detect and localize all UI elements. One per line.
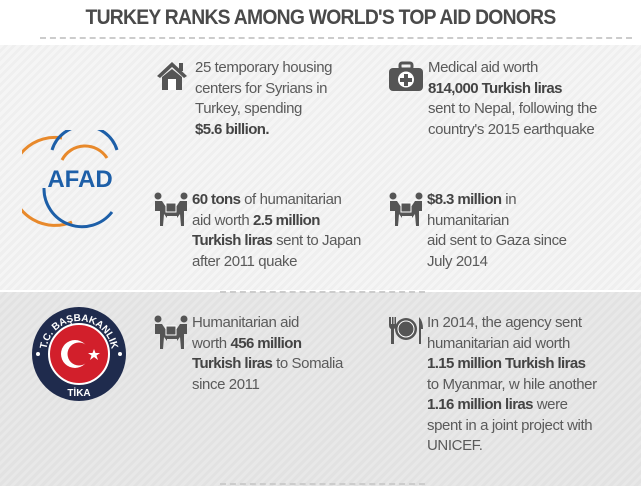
highlight-figure: Turkish liras [192, 232, 273, 249]
text-segment: in [501, 191, 517, 208]
text-segment: spent in a joint project with [427, 416, 593, 434]
text-segment: to Somalia [272, 355, 343, 372]
text-segment: centers for Syrians in [195, 79, 328, 97]
text-segment: humanitarian [427, 211, 509, 229]
text-line: humanitarian aid worth [427, 334, 597, 355]
text-line: Turkish liras sent to Japan [192, 231, 361, 252]
text-segment: sent to Nepal, following the [428, 100, 597, 117]
text-line: country's 2015 earthquake [428, 120, 597, 141]
afad-aid-item: 60 tons of humanitarian aid worth 2.5 mil… [152, 190, 361, 272]
text-segment: to Myanmar, w hile another [427, 375, 597, 393]
text-line: 1.15 million Turkish liras [427, 354, 597, 375]
text-segment: In 2014, the agency sent [427, 314, 582, 331]
text-line: sent to Nepal, following the [428, 99, 597, 120]
page-title: TURKEY RANKS AMONG WORLD'S TOP AID DONOR… [85, 6, 557, 29]
text-segment: after 2011 quake [192, 252, 298, 270]
highlight-figure: $8.3 million [427, 191, 502, 208]
text-line: Humanitarian aid [192, 313, 343, 334]
text-segment: Humanitarian aid [192, 314, 299, 331]
highlight-figure: 60 tons [192, 191, 241, 208]
text-segment: worth [192, 334, 231, 352]
text-line: UNICEF. [427, 436, 597, 457]
text-line: aid worth 2.5 million [192, 211, 361, 232]
highlight-figure: 456 million [230, 334, 302, 352]
aid-item-text: 25 temporary housing centers for Syrians … [195, 58, 332, 140]
text-line: July 2014 [427, 252, 567, 273]
text-line: worth 456 million [192, 334, 343, 355]
text-segment: were [532, 396, 568, 413]
text-segment: since 2011 [192, 375, 260, 393]
text-line: Medical aid worth [428, 58, 597, 79]
aid-item-text: In 2014, the agency sent humanitarian aid… [427, 313, 597, 457]
aid-item-text: $8.3 million in humanitarian aid sent to G… [427, 190, 567, 272]
highlight-figure: 1.16 million liras [427, 396, 534, 413]
text-segment: UNICEF. [427, 437, 483, 454]
tika-aid-item: In 2014, the agency sent humanitarian aid… [387, 313, 597, 457]
people-carrying-box-icon [152, 190, 192, 272]
house-icon [155, 58, 195, 140]
people-carrying-box-icon [387, 190, 427, 272]
text-segment: humanitarian aid worth [427, 334, 570, 352]
text-line: Turkey, spending [195, 99, 332, 120]
text-line: 25 temporary housing [195, 58, 332, 79]
highlight-figure: 814,000 Turkish liras [428, 79, 562, 97]
highlight-figure: 2.5 million [253, 211, 320, 229]
tika-aid-item: Humanitarian aid worth 456 million Turkish… [152, 313, 343, 395]
text-line: centers for Syrians in [195, 79, 332, 100]
text-line: spent in a joint project with [427, 416, 597, 437]
text-segment: aid sent to Gaza since [427, 232, 567, 249]
text-line: 1.16 million liras were [427, 395, 597, 416]
text-segment: sent to Japan [272, 232, 361, 249]
text-line: after 2011 quake [192, 252, 361, 273]
people-carrying-box-icon [152, 313, 192, 395]
text-line: In 2014, the agency sent [427, 313, 597, 334]
aid-item-text: Humanitarian aid worth 456 million Turkish… [192, 313, 343, 395]
text-line: $5.6 billion. [195, 120, 332, 141]
text-line: humanitarian [427, 211, 567, 232]
aid-item-text: Medical aid worth 814,000 Turkish liras se… [428, 58, 597, 140]
text-segment: aid worth [192, 211, 254, 229]
aid-item-text: 60 tons of humanitarian aid worth 2.5 mil… [192, 190, 361, 272]
fork-plate-knife-icon [387, 313, 427, 457]
text-line: aid sent to Gaza since [427, 231, 567, 252]
medical-kit-icon [388, 58, 428, 140]
afad-aid-item: Medical aid worth 814,000 Turkish liras se… [388, 58, 597, 140]
text-line: Turkish liras to Somalia [192, 354, 343, 375]
text-segment: Medical aid worth [428, 59, 538, 76]
text-line: since 2011 [192, 375, 343, 396]
text-line: 60 tons of humanitarian [192, 190, 361, 211]
tika-logo-bottom-text: TİKA [67, 386, 90, 399]
text-line: to Myanmar, w hile another [427, 375, 597, 396]
afad-aid-item: 25 temporary housing centers for Syrians … [155, 58, 332, 140]
text-segment: Turkey, spending [195, 100, 302, 117]
text-segment: of humanitarian [240, 191, 342, 208]
text-segment: July 2014 [427, 252, 488, 270]
afad-logo: AFAD [22, 130, 119, 229]
divider [220, 483, 425, 485]
text-line: $8.3 million in [427, 190, 567, 211]
afad-aid-item: $8.3 million in humanitarian aid sent to G… [387, 190, 567, 272]
divider [220, 291, 425, 293]
divider [40, 37, 632, 39]
tika-logo: T.C. BAŞBAKANLIK TİKA [32, 307, 126, 401]
highlight-figure: 1.15 million Turkish liras [427, 355, 586, 372]
afad-logo-text: AFAD [47, 166, 112, 193]
text-line: 814,000 Turkish liras [428, 79, 597, 100]
text-segment: 25 temporary housing [195, 59, 333, 76]
highlight-figure: Turkish liras [192, 355, 273, 372]
text-segment: country's 2015 earthquake [428, 120, 595, 138]
afad-section [0, 45, 641, 290]
highlight-figure: $5.6 billion. [195, 120, 269, 138]
